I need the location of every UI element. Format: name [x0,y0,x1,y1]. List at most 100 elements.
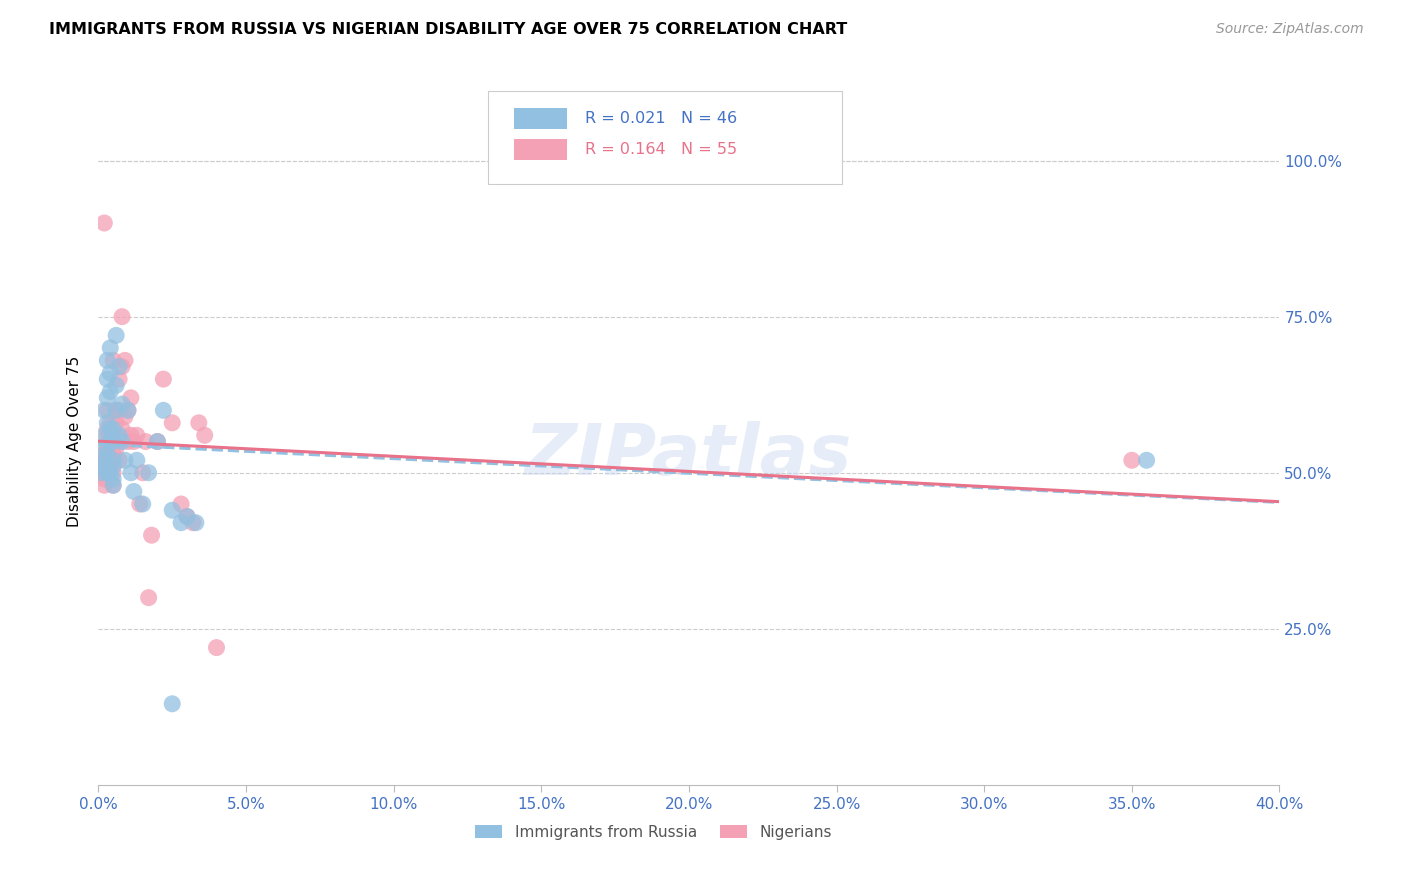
Point [105,428,128,442]
Point [96,353,118,368]
Point [132,497,155,511]
Point [138,466,160,480]
Point [108,359,131,374]
Text: R = 0.164   N = 55: R = 0.164 N = 55 [585,142,737,157]
Point [105,328,128,343]
Point [96,466,118,480]
Text: ZIPatlas: ZIPatlas [526,421,852,490]
Point [111,434,134,449]
Point [105,441,128,455]
Point [152,403,174,417]
Point [103,478,125,492]
Point [90,466,112,480]
Point [108,434,131,449]
Point [103,466,125,480]
Point [117,403,139,417]
Point [93,441,115,455]
Point [96,416,118,430]
Point [90,466,112,480]
FancyBboxPatch shape [488,91,842,184]
Point [111,359,134,374]
Point [96,422,118,436]
Point [184,516,207,530]
Point [170,497,193,511]
Point [96,428,118,442]
Point [135,434,157,449]
Point [93,403,115,417]
FancyBboxPatch shape [515,139,567,160]
Point [96,403,118,417]
Point [103,453,125,467]
Point [108,453,131,467]
Text: R = 0.021   N = 46: R = 0.021 N = 46 [585,112,737,127]
Point [98,341,121,355]
Point [120,391,142,405]
Point [117,403,139,417]
Point [96,466,118,480]
Point [98,384,121,399]
Point [98,466,121,480]
Point [187,416,209,430]
Point [1121,453,1143,467]
Point [194,428,217,442]
Text: Source: ZipAtlas.com: Source: ZipAtlas.com [1216,22,1364,37]
Point [98,366,121,380]
Point [98,459,121,474]
Legend: Immigrants from Russia, Nigerians: Immigrants from Russia, Nigerians [468,819,838,846]
Point [93,478,115,492]
Point [170,516,193,530]
Point [162,503,183,517]
Point [122,484,145,499]
Point [98,416,121,430]
Point [141,528,163,542]
Point [120,428,142,442]
Point [125,453,148,467]
Point [93,453,115,467]
Point [146,434,169,449]
Point [105,378,128,392]
Point [98,434,121,449]
Point [90,459,112,474]
Point [103,472,125,486]
Point [103,447,125,461]
Point [103,353,125,368]
FancyBboxPatch shape [515,109,567,129]
Point [103,434,125,449]
Point [103,422,125,436]
Point [162,697,183,711]
Point [111,310,134,324]
Point [93,447,115,461]
Point [96,391,118,405]
Y-axis label: Disability Age Over 75: Disability Age Over 75 [67,356,83,527]
Point [117,434,139,449]
Point [93,216,115,230]
Point [122,434,145,449]
Point [111,397,134,411]
Point [108,403,131,417]
Point [146,434,169,449]
Point [93,472,115,486]
Point [111,422,134,436]
Point [114,453,136,467]
Point [1136,453,1159,467]
Point [105,403,128,417]
Point [138,591,160,605]
Point [205,640,228,655]
Point [93,428,115,442]
Point [103,478,125,492]
Point [93,453,115,467]
Text: IMMIGRANTS FROM RUSSIA VS NIGERIAN DISABILITY AGE OVER 75 CORRELATION CHART: IMMIGRANTS FROM RUSSIA VS NIGERIAN DISAB… [49,22,848,37]
Point [98,422,121,436]
Point [152,372,174,386]
Point [103,459,125,474]
Point [176,509,198,524]
Point [114,353,136,368]
Point [162,416,183,430]
Point [108,428,131,442]
Point [103,434,125,449]
Point [90,459,112,474]
Point [105,416,128,430]
Point [108,372,131,386]
Point [181,516,204,530]
Point [96,441,118,455]
